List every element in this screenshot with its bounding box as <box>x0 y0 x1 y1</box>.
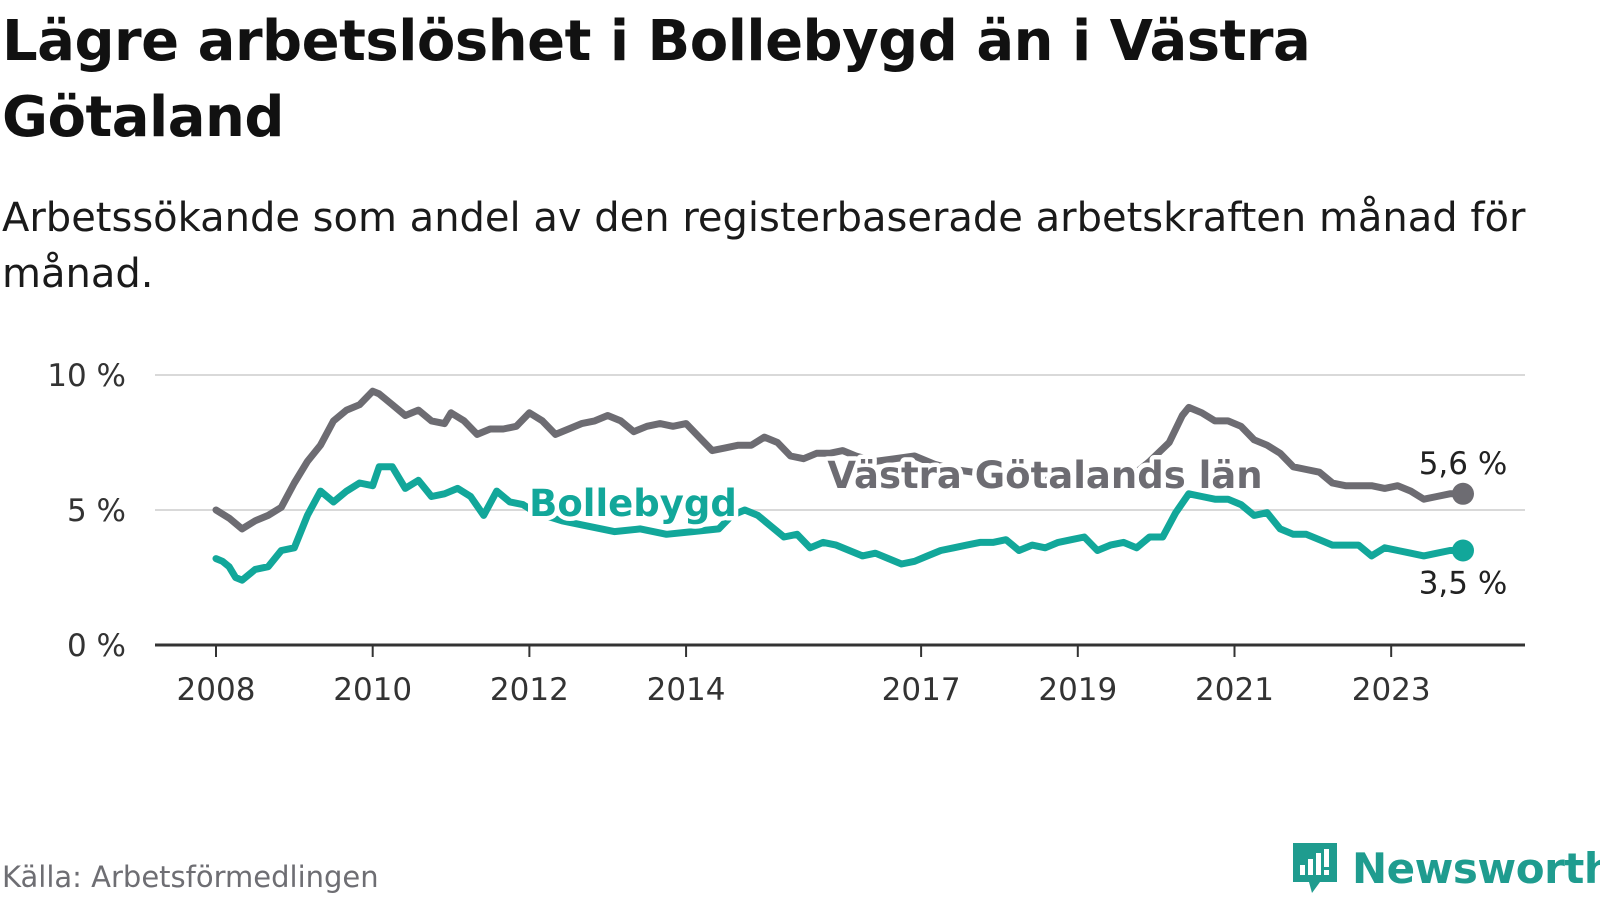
chart-title: Lägre arbetslöshet i Bollebygd än i Väst… <box>2 9 1311 150</box>
x-tick-label: 2019 <box>1038 672 1117 708</box>
y-axis-labels: 0 % 5 % 10 % <box>47 358 126 664</box>
brand-name: Newsworthy <box>1352 843 1600 893</box>
end-point-marker <box>1452 539 1474 562</box>
end-value-label: 3,5 % <box>1419 566 1508 602</box>
series-lines <box>212 387 1474 584</box>
y-tick-label: 10 % <box>47 358 126 394</box>
source-note: Källa: Arbetsförmedlingen <box>2 860 379 894</box>
grid-lines <box>155 374 1525 511</box>
chart-subtitle: Arbetssökande som andel av den registerb… <box>2 195 1526 297</box>
series-name-label: Bollebygd <box>529 482 737 525</box>
newsworthy-logo-icon <box>1293 843 1337 893</box>
x-tick-label: 2010 <box>333 672 412 708</box>
x-tick-label: 2023 <box>1352 672 1431 708</box>
x-tick-label: 2008 <box>177 672 256 708</box>
x-tick-label: 2014 <box>647 672 726 708</box>
series-labels: 5,6 % Västra Götalands län 3,5 % Bollebygd <box>525 443 1511 605</box>
x-tick-label: 2021 <box>1195 672 1274 708</box>
end-value-label: 5,6 % <box>1419 446 1508 482</box>
y-tick-label: 5 % <box>67 493 126 529</box>
brand: Newsworthy <box>1290 840 1600 896</box>
x-axis: 2008 2010 2012 2014 2017 2019 2021 2023 <box>155 643 1525 708</box>
x-tick-label: 2012 <box>490 672 569 708</box>
series-name-label: Västra Götalands län <box>827 454 1262 497</box>
series-line-bollebygd <box>212 463 1467 584</box>
end-point-marker <box>1452 482 1474 505</box>
series-line-vastra-gotaland <box>212 387 1467 533</box>
x-tick-label: 2017 <box>882 672 961 708</box>
y-tick-label: 0 % <box>67 628 126 664</box>
